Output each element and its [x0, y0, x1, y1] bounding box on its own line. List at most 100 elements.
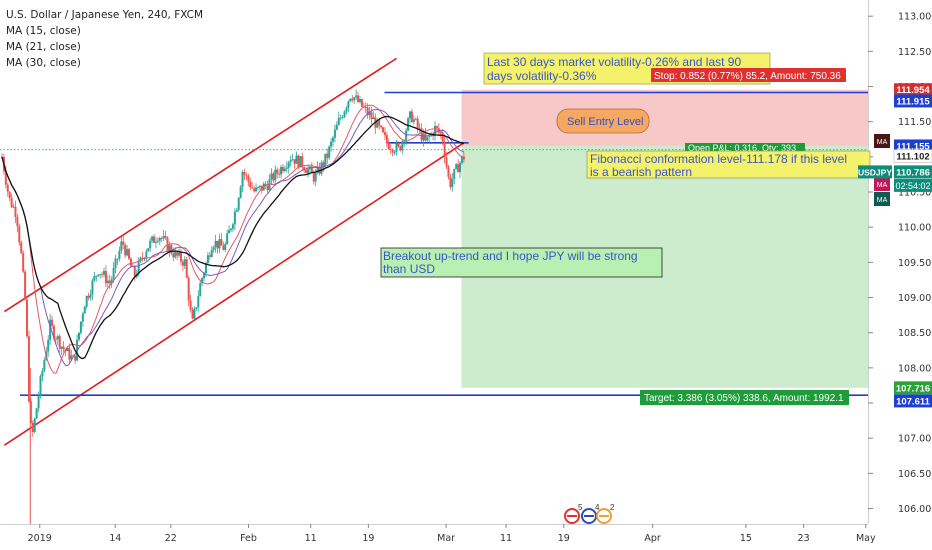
candle-body [459, 162, 462, 173]
candle-body [351, 98, 354, 101]
fibonacci-note-box [586, 150, 871, 179]
candle-body [178, 252, 181, 256]
candle-body [216, 240, 219, 249]
candle-body [395, 143, 398, 153]
target-label-box [640, 390, 849, 405]
candle-body [243, 172, 246, 175]
candle-body [24, 271, 27, 300]
candle-body [380, 125, 383, 128]
candle-body [441, 133, 444, 142]
candle-body [443, 141, 446, 158]
candle-body [49, 319, 52, 340]
candle-body [281, 166, 284, 172]
x-tick-label: 19 [362, 533, 374, 544]
candle-body [189, 300, 192, 310]
candle-body [239, 187, 242, 198]
candle-body [79, 321, 82, 333]
x-tick-label: May [856, 533, 876, 544]
candle-body [412, 119, 415, 122]
fibonacci-note-line-2: is a bearish pattern [590, 165, 692, 179]
candle-body [166, 237, 169, 251]
candle-body [133, 266, 136, 277]
candle-body [401, 141, 404, 151]
candle-body [274, 169, 277, 181]
candle-body [235, 209, 238, 212]
candle-body [408, 111, 411, 119]
x-tick-label: Feb [240, 533, 257, 544]
candle-body [93, 276, 96, 281]
candle-body [10, 197, 13, 208]
candle-body [170, 245, 173, 254]
candle-body [422, 133, 425, 141]
candle-body [83, 306, 86, 314]
candle-body [434, 126, 436, 137]
x-tick-label: Apr [644, 533, 661, 544]
candle-body [89, 294, 92, 298]
candle-body [289, 160, 292, 163]
candle-body [358, 99, 361, 102]
candle-body [58, 336, 61, 349]
candle-body [112, 267, 115, 280]
open-pnl-box [685, 143, 805, 153]
candle-body [345, 107, 348, 112]
candle-body [74, 355, 77, 361]
candle-body [324, 153, 327, 166]
price-tag [894, 139, 932, 153]
candle-body [372, 117, 375, 120]
candle-body [299, 156, 302, 168]
candle-body [355, 95, 358, 98]
candle-body [162, 235, 165, 239]
candle-body [391, 149, 394, 153]
y-tick-label: 108.000 [898, 363, 932, 374]
candle-body [91, 280, 94, 295]
candle-body [249, 181, 252, 188]
candle-body [108, 280, 111, 284]
symbol-title: U.S. Dollar / Japanese Yen, 240, FXCM [6, 9, 204, 21]
candle-body [201, 278, 204, 284]
candle-body [204, 263, 207, 274]
candle-body [349, 98, 352, 102]
countdown-tag-text: 02:54:02 [895, 181, 930, 191]
candle-body [399, 146, 402, 151]
sell-entry-bubble [556, 108, 650, 134]
candle-body [291, 159, 294, 161]
price-tag-text: 111.954 [896, 85, 930, 96]
candle-body [383, 132, 386, 136]
price-tag [894, 394, 932, 408]
candle-body [179, 252, 182, 262]
candle-body [220, 239, 223, 246]
candle-body [447, 166, 450, 177]
candle-body [322, 162, 325, 166]
candle-body [172, 253, 175, 258]
candle-body [237, 197, 240, 210]
candle-body [122, 241, 125, 245]
candle-body [212, 247, 215, 251]
candle-body [168, 245, 171, 251]
candle-body [306, 169, 309, 173]
candle-body [332, 137, 335, 142]
chart-legend: U.S. Dollar / Japanese Yen, 240, FXCM MA… [6, 7, 203, 71]
candle-body [343, 111, 346, 118]
x-tick-label: 23 [798, 533, 810, 544]
candle-body [118, 250, 121, 259]
candle-body [120, 241, 123, 251]
candle-body [114, 258, 117, 268]
candle-body [462, 156, 465, 160]
candle-body [128, 249, 131, 259]
candle-body [303, 167, 306, 171]
candle-body [16, 216, 19, 227]
candle-body [455, 164, 458, 169]
stop-label-text: Stop: 0.852 (0.77%) 85.2, Amount: 750.36 [654, 71, 841, 82]
candle-body [68, 347, 71, 360]
price-tag-text: 110.786 [896, 167, 930, 178]
candle-body [256, 187, 259, 188]
candle-body [353, 97, 356, 101]
ma-badge-red [874, 177, 890, 191]
candle-body [305, 170, 308, 173]
target-label-text: Target: 3.386 (3.05%) 338.6, Amount: 199… [644, 393, 844, 404]
candle-body [224, 244, 227, 250]
y-tick-label: 106.000 [898, 504, 932, 515]
symbol-tag [858, 165, 892, 179]
candle-body [39, 376, 42, 396]
